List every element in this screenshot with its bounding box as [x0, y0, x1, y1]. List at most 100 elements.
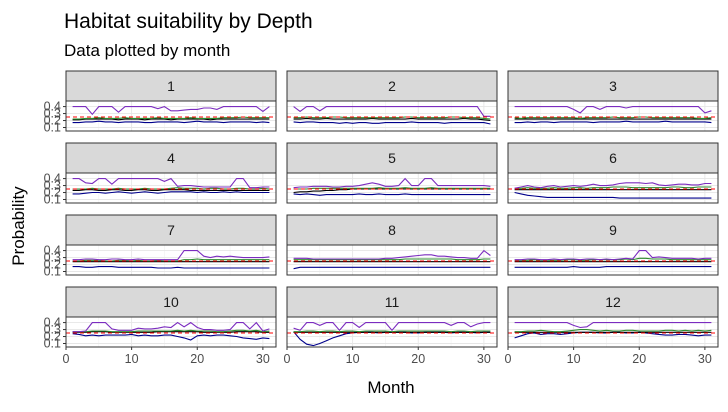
series-line-top [293, 177, 491, 189]
series-line-green [72, 329, 270, 333]
series-line-green [72, 187, 270, 190]
series-line-green [293, 258, 491, 261]
facet-strip-label: 3 [609, 78, 617, 94]
series-line-top [514, 250, 712, 261]
y-tick-label: 0.2 [44, 330, 61, 344]
series-line-green [514, 329, 712, 333]
y-tick-label: 0.1 [44, 121, 61, 135]
facet-panels: 10.10.20.30.42 340.10.20.30.45 670.10.20.3… [44, 70, 719, 366]
series-line-low [72, 191, 270, 195]
x-tick-label: 10 [125, 352, 139, 366]
facet-panel: 1 0.10.20.30.4 [44, 70, 277, 135]
series-line-low [72, 333, 270, 341]
facet-strip [507, 142, 719, 174]
panel-border [507, 100, 719, 132]
series-line-top [72, 105, 270, 116]
series-line-green [293, 330, 491, 333]
series-line-low [514, 120, 712, 124]
series-line-green [293, 187, 491, 190]
x-tick-label: 10 [567, 352, 581, 366]
panel-border [286, 172, 498, 204]
facet-strip [65, 214, 277, 246]
y-tick-label: 0.2 [44, 114, 61, 128]
series-line-low [514, 266, 712, 268]
y-tick-label: 0.3 [44, 107, 61, 121]
x-tick-label: 0 [505, 352, 512, 366]
facet-strip-label: 9 [609, 222, 617, 238]
facet-strip-label: 6 [609, 150, 617, 166]
series-line-top [514, 106, 712, 114]
facet-strip-label: 8 [388, 222, 396, 238]
series-line-top [514, 322, 712, 329]
panel-border [286, 100, 498, 132]
panel-border [65, 172, 277, 204]
series-line-top [72, 321, 270, 333]
facet-panel: 11 0 10 20 30 [284, 286, 498, 366]
series-line-green [514, 186, 712, 189]
x-tick-label: 30 [698, 352, 712, 366]
facet-strip-label: 7 [167, 222, 175, 238]
panel-border [286, 244, 498, 276]
series-line-low [293, 193, 491, 196]
facet-strip-label: 2 [388, 78, 396, 94]
panel-border [507, 172, 719, 204]
x-tick-label: 0 [63, 352, 70, 366]
facet-strip-label: 11 [385, 294, 400, 310]
y-tick-label: 0.4 [44, 244, 61, 258]
facet-strip-label: 5 [388, 150, 396, 166]
facet-strip-label: 4 [167, 150, 175, 166]
y-tick-label: 0.2 [44, 186, 61, 200]
y-tick-label: 0.1 [44, 265, 61, 279]
panel-border [507, 316, 719, 348]
x-tick-label: 0 [284, 352, 291, 366]
series-line-top [72, 250, 270, 261]
facet-panel: 2 [286, 70, 498, 132]
facet-strip-label: 1 [167, 78, 175, 94]
y-tick-label: 0.4 [44, 172, 61, 186]
facet-strip [507, 214, 719, 246]
facet-panel: 7 0.10.20.30.4 [44, 214, 277, 279]
x-tick-label: 20 [632, 352, 646, 366]
y-tick-label: 0.3 [44, 323, 61, 337]
y-tick-label: 0.1 [44, 337, 61, 351]
panel-border [286, 316, 498, 348]
panel-border [507, 244, 719, 276]
panel-background [508, 101, 718, 131]
facet-strip [286, 214, 498, 246]
panel-background [66, 101, 276, 131]
series-line-low [72, 266, 270, 269]
panel-background [287, 101, 497, 131]
series-line-low [293, 266, 491, 270]
facet-panel: 10 0.10.20.30.4 0 10 20 30 [44, 286, 277, 366]
y-axis-label: Probability [9, 186, 28, 266]
facet-strip [65, 70, 277, 102]
series-line-top [293, 106, 491, 117]
series-line-black [72, 189, 270, 191]
x-tick-label: 20 [190, 352, 204, 366]
x-tick-label: 10 [346, 352, 360, 366]
series-line-top [72, 177, 270, 189]
x-tick-label: 30 [477, 352, 491, 366]
facet-panel: 6 [507, 142, 719, 204]
series-line-low [72, 120, 270, 124]
facet-panel: 5 [286, 142, 498, 204]
facet-panel: 12 0 10 20 30 [505, 286, 719, 366]
facet-panel: 8 [286, 214, 498, 276]
facet-strip-label: 12 [605, 294, 621, 310]
series-line-black [72, 331, 270, 333]
series-line-green [72, 116, 270, 120]
panel-border [65, 244, 277, 276]
facet-panel: 9 [507, 214, 719, 276]
x-axis-label: Month [367, 378, 414, 397]
series-line-top [293, 322, 491, 332]
panel-border [65, 100, 277, 132]
y-tick-label: 0.3 [44, 251, 61, 265]
facet-strip-label: 10 [163, 294, 179, 310]
chart-subtitle: Data plotted by month [64, 41, 230, 60]
facet-panel: 4 0.10.20.30.4 [44, 142, 277, 207]
facet-panel: 3 [507, 70, 719, 132]
facet-strip [507, 70, 719, 102]
x-tick-label: 20 [411, 352, 425, 366]
facet-strip [507, 286, 719, 318]
